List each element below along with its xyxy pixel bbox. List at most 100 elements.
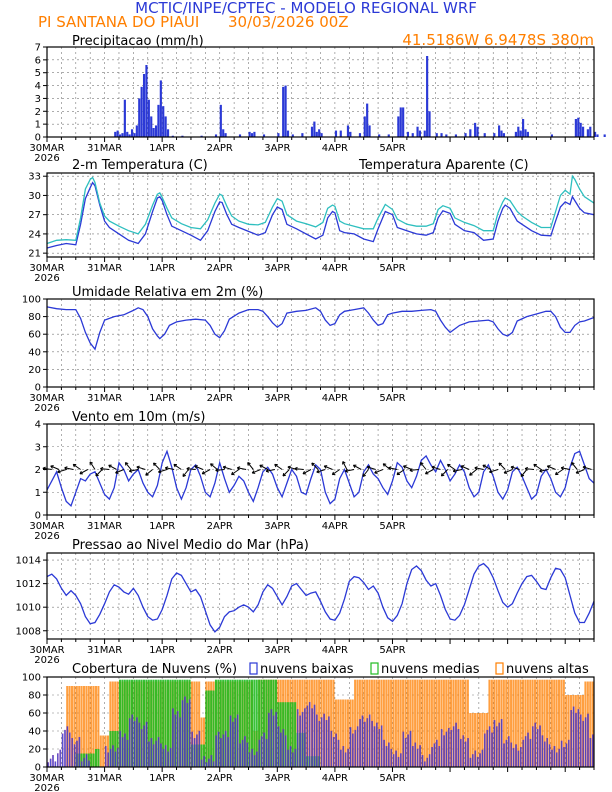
precip-bar (253, 131, 256, 137)
cloud-bar-nuvens-baixas (311, 708, 313, 768)
cloud-bar-nuvens-baixas (131, 714, 133, 768)
cloud-bar-nuvens-altas (440, 679, 443, 767)
legend-swatch (249, 662, 258, 675)
cloud-bar-nuvens-baixas (301, 711, 304, 768)
x-tick-label: 30MAR (29, 263, 64, 274)
cloud-bar-nuvens-baixas (450, 729, 453, 768)
precip-bar (222, 129, 225, 137)
cloud-bar-nuvens-altas (202, 717, 205, 767)
cloud-bar-nuvens-baixas (150, 738, 153, 768)
series-line-pressure (46, 562, 595, 633)
precip-bar (454, 134, 458, 137)
precip-bar (219, 104, 222, 137)
cloud-bar-nuvens-baixas (155, 740, 157, 768)
wind-arrow-head (316, 469, 320, 474)
wind-arrow-head (294, 466, 298, 471)
x-tick-label: 5APR (379, 143, 405, 154)
cloud-bar-nuvens-baixas (488, 726, 491, 768)
cloud-bar-nuvens-altas (354, 679, 357, 767)
cloud-bar-nuvens-baixas (512, 747, 515, 768)
cloud-bar-nuvens-baixas (563, 747, 565, 768)
cloud-bar-nuvens-baixas (548, 744, 551, 768)
y-tick-label: 30 (28, 191, 41, 202)
cloud-bar-nuvens-baixas (198, 730, 201, 768)
cloud-bar-nuvens-baixas (440, 729, 443, 768)
cloud-bar-nuvens-medias (97, 749, 100, 767)
wind-arrow-head (215, 468, 219, 473)
wind-arrow (274, 463, 283, 470)
wind-arrow-head (100, 466, 104, 471)
cloud-bar-nuvens-altas (466, 679, 469, 767)
cloud-bar-nuvens-baixas (145, 721, 148, 768)
cloud-bar-nuvens-baixas (496, 726, 498, 768)
cloud-bar-nuvens-medias (202, 744, 205, 767)
wind-arrow (453, 469, 463, 472)
cloud-bar-nuvens-altas (510, 679, 513, 767)
wind-arrow-head (524, 466, 529, 471)
cloud-bar-nuvens-altas (481, 713, 484, 767)
panel-clouds: 0 20 40 60 80 100 30MAR 31MAR 1APR 2APR 3APR 4APR 5A… (22, 662, 595, 792)
cloud-bar-nuvens-baixas (296, 709, 299, 768)
wind-arrow-head (420, 462, 424, 466)
wind-arrow-head (251, 470, 256, 474)
cloud-bar-nuvens-baixas (184, 696, 186, 768)
x-axis-year: 2026 (34, 531, 59, 542)
wind-arrow-head (265, 468, 270, 473)
cloud-bar-nuvens-baixas (464, 741, 467, 768)
precip-bar (603, 134, 606, 137)
cloud-bar-nuvens-altas (558, 679, 561, 767)
cloud-bar-nuvens-baixas (318, 720, 321, 768)
precip-bar (435, 133, 438, 137)
cloud-bar-nuvens-altas (457, 679, 460, 767)
wind-arrows (42, 461, 592, 477)
x-tick-label: 1APR (149, 773, 175, 784)
wind-arrow (362, 469, 369, 477)
cloud-bar-nuvens-altas (99, 735, 102, 767)
x-tick-label: 31MAR (87, 645, 122, 656)
y-tick-label: 40 (28, 347, 41, 358)
cloud-bar-nuvens-altas (75, 686, 78, 767)
cloud-bar-nuvens-baixas (54, 761, 57, 768)
cloud-bar-nuvens-baixas (162, 748, 165, 768)
cloud-bar-nuvens-altas (78, 686, 81, 767)
cloud-bar-nuvens-baixas (474, 750, 477, 768)
wind-arrow-head (575, 470, 580, 474)
y-tick-label: 24 (28, 229, 41, 240)
cloud-bar-nuvens-baixas (505, 739, 508, 768)
precip-bar (114, 131, 117, 137)
wind-arrow-head (57, 469, 61, 474)
wind-arrow (231, 469, 240, 476)
cloud-bar-nuvens-baixas (445, 731, 448, 768)
cloud-bar-nuvens-altas (548, 679, 551, 767)
cloud-bar-nuvens-medias (243, 679, 246, 767)
wind-arrow (165, 467, 175, 470)
cloud-bar-nuvens-altas (346, 699, 349, 767)
x-axis-year: 2026 (34, 153, 59, 164)
cloud-bar-nuvens-altas (531, 679, 534, 767)
y-tick-label: 0 (35, 511, 41, 522)
precip-bar (147, 99, 150, 137)
cloud-bar-nuvens-baixas (83, 757, 85, 768)
cloud-bar-nuvens-altas (106, 735, 110, 767)
cloud-bar-nuvens-altas (198, 681, 201, 767)
cloud-bar-nuvens-baixas (272, 715, 275, 768)
cloud-bar-nuvens-medias (80, 753, 83, 767)
wind-arrow-head (460, 465, 465, 469)
cloud-bar-nuvens-altas (339, 699, 342, 767)
x-tick-label: 2APR (207, 393, 233, 404)
x-axis-year: 2026 (34, 655, 59, 666)
wind-arrow (294, 468, 304, 470)
cloud-bar-nuvens-baixas (282, 729, 285, 768)
precip-bar (140, 86, 143, 137)
panel-pressure: 1008 1010 1012 1014 30MAR 31MAR 1APR 2APR 3APR 4A… (16, 538, 595, 666)
cloud-bar-nuvens-altas (471, 713, 474, 767)
cloud-bar-nuvens-baixas (88, 760, 90, 768)
wind-arrow (425, 469, 434, 475)
y-tick-label: 1010 (16, 603, 41, 614)
cloud-bar-nuvens-baixas (388, 742, 390, 768)
wind-arrow-head (222, 465, 227, 470)
cloud-bar-nuvens-altas (433, 679, 436, 767)
cloud-bar-nuvens-medias (207, 690, 210, 767)
precip-bar (428, 111, 431, 137)
header-coordinates: 41.5186W 6.9478S 380m (402, 31, 594, 49)
